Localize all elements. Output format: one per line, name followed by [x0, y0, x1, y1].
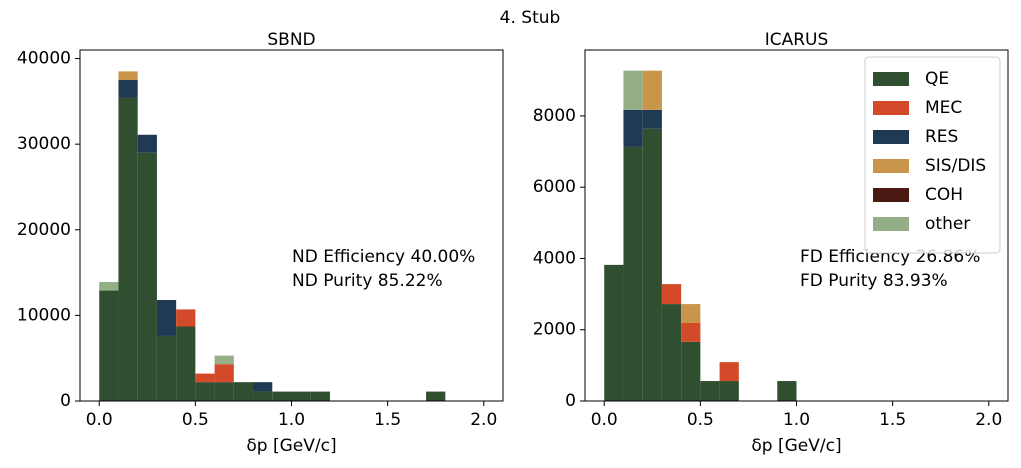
bar-segment [195, 373, 215, 383]
bar-segment [642, 128, 662, 401]
x-tick-label: 1.5 [374, 410, 401, 430]
bar-segment [623, 146, 643, 401]
bar-segment [253, 382, 273, 392]
x-tick-label: 0.0 [591, 410, 618, 430]
bar-segment [214, 355, 234, 365]
x-tick-label: 1.5 [879, 410, 906, 430]
legend-swatch [873, 72, 909, 86]
annotation: FD Purity 83.93% [800, 271, 948, 291]
bar-segment [214, 364, 234, 383]
legend-swatch [873, 130, 909, 144]
axes-title: ICARUS [765, 30, 829, 50]
y-tick-label: 10000 [17, 305, 71, 325]
legend-swatch [873, 159, 909, 173]
bar-segment [642, 70, 662, 110]
bar-segment [195, 382, 215, 401]
x-tick-label: 0.0 [86, 410, 113, 430]
annotation: ND Purity 85.22% [292, 271, 443, 291]
y-tick-label: 0 [60, 391, 71, 411]
x-tick-label: 0.5 [687, 410, 714, 430]
y-tick-label: 0 [565, 391, 576, 411]
y-tick-label: 30000 [17, 134, 71, 154]
bar-segment [137, 152, 157, 401]
y-tick-label: 4000 [533, 248, 576, 268]
bar-segment [137, 134, 157, 153]
bar-segment [253, 391, 273, 401]
legend-swatch [873, 217, 909, 231]
bar-segment [623, 70, 643, 110]
bar-segment [118, 97, 138, 401]
annotation: ND Efficiency 40.00% [292, 247, 475, 267]
legend-label: RES [925, 127, 958, 147]
figure-title: 4. Stub [500, 8, 561, 28]
bar-segment [310, 391, 330, 401]
bar-segment [118, 71, 138, 80]
bar-segment [681, 304, 701, 323]
x-tick-label: 2.0 [975, 410, 1002, 430]
bar-segment [661, 304, 682, 401]
bar-segment [681, 341, 701, 401]
bar-segment [99, 290, 119, 401]
legend-label: QE [925, 69, 949, 89]
bar-segment [176, 326, 196, 401]
bar-segment [156, 299, 177, 336]
bar-segment [426, 391, 446, 401]
legend-label: MEC [925, 98, 962, 118]
bar-segment [661, 284, 682, 305]
bar-segment [233, 382, 254, 401]
bar-segment [604, 264, 624, 401]
bar-segment [291, 391, 311, 401]
bar-segment [214, 382, 234, 401]
x-tick-label: 2.0 [470, 410, 497, 430]
bar-segment [156, 335, 177, 401]
bar-segment [642, 109, 662, 129]
bar-segment [272, 391, 292, 401]
axes-title: SBND [267, 30, 315, 50]
x-axis-label: δp [GeV/c] [751, 436, 841, 456]
x-tick-label: 0.5 [182, 410, 209, 430]
bar-segment [99, 282, 119, 291]
x-axis-label: δp [GeV/c] [246, 436, 336, 456]
bar-segment [176, 309, 196, 327]
legend-swatch [873, 101, 909, 115]
bar-segment [118, 79, 138, 98]
legend-label: SIS/DIS [925, 156, 986, 176]
bar-segment [681, 322, 701, 342]
bar-segment [777, 381, 797, 401]
x-tick-label: 1.0 [783, 410, 810, 430]
x-tick-label: 1.0 [278, 410, 305, 430]
y-tick-label: 40000 [17, 49, 71, 69]
bar-segment [719, 362, 739, 382]
legend-label: COH [925, 185, 963, 205]
y-tick-label: 6000 [533, 177, 576, 197]
y-tick-label: 2000 [533, 320, 576, 340]
legend-swatch [873, 188, 909, 202]
bar-segment [700, 381, 720, 401]
y-tick-label: 8000 [533, 106, 576, 126]
bar-segment [719, 381, 739, 401]
legend-label: other [925, 214, 970, 234]
y-tick-label: 20000 [17, 220, 71, 240]
bar-segment [623, 109, 643, 147]
